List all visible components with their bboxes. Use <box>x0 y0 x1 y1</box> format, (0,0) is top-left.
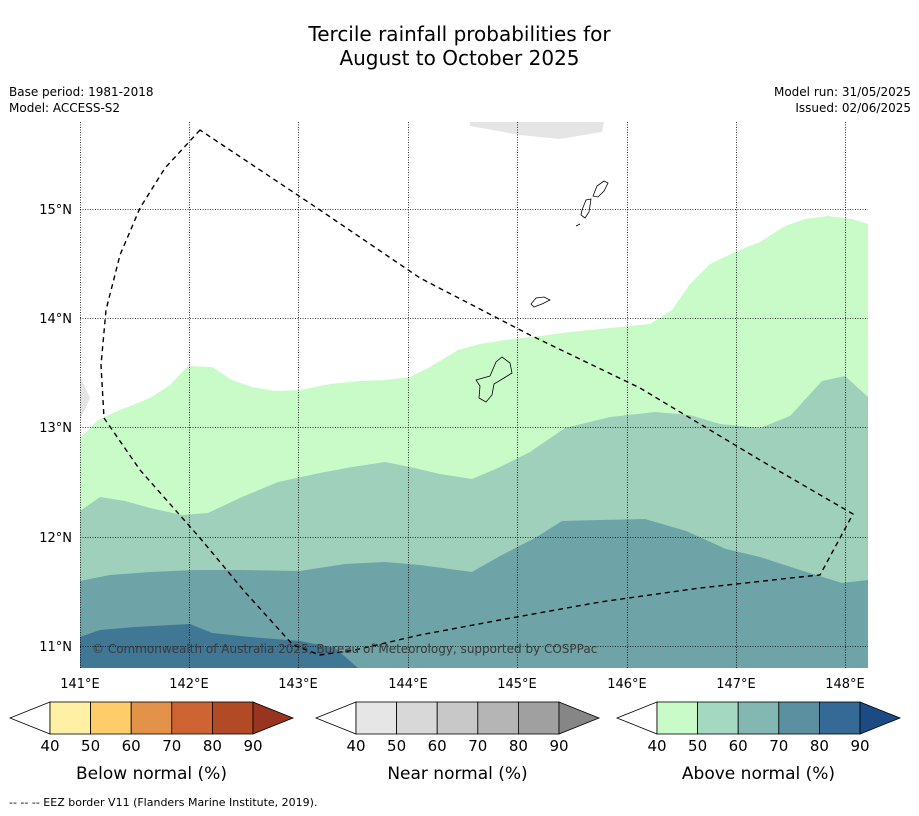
zone-above-80-90 <box>80 624 358 668</box>
colorbar-low-triangle <box>615 701 658 735</box>
lat-label: 12°N <box>39 531 72 546</box>
colorbar-tick: 80 <box>509 737 528 755</box>
colorbar-label: Below normal (%) <box>76 764 227 784</box>
lon-label: 148°E <box>825 677 865 692</box>
meta-left: Base period: 1981-2018 Model: ACCESS-S2 <box>9 84 154 116</box>
colorbar-tick: 70 <box>162 737 181 755</box>
colorbar-tick: 50 <box>387 737 406 755</box>
colorbar-segment <box>819 701 861 735</box>
colorbar: 40 50 60 70 80 90 Below normal (%) <box>8 701 295 784</box>
gridlines <box>80 122 868 668</box>
colorbar-segment <box>130 701 173 735</box>
colorbar-tick: 40 <box>40 737 59 755</box>
colorbar-tick: 70 <box>468 737 487 755</box>
colorbar-tick: 60 <box>428 737 447 755</box>
latitude-labels: 15°N 14°N 13°N 12°N 11°N <box>39 203 72 655</box>
colorbar-label: Near normal (%) <box>387 764 527 784</box>
base-period: Base period: 1981-2018 <box>9 85 154 99</box>
island-aguijan <box>575 223 581 227</box>
colorbar-high-triangle <box>252 701 295 735</box>
no-data-patch-west <box>80 376 90 420</box>
colorbar-tick: 50 <box>81 737 100 755</box>
zone-above-70-80 <box>80 519 868 668</box>
colorbar: 40 50 60 70 80 90 Above normal (%) <box>615 701 902 784</box>
colorbar-segment <box>211 701 254 735</box>
meta-right: Model run: 31/05/2025 Issued: 02/06/2025 <box>774 84 911 116</box>
island-outlines <box>475 180 609 403</box>
colorbar-legends: 40 50 60 70 80 90 Below normal (%) 40 50 60 70 80 90… <box>8 701 902 784</box>
title-line-1: Tercile rainfall probabilities for <box>308 22 611 46</box>
no-data-patch-north <box>470 122 604 139</box>
colorbar-segment <box>355 701 397 735</box>
colorbar-segment <box>436 701 479 735</box>
lon-label: 145°E <box>497 677 537 692</box>
island-guam <box>475 356 513 403</box>
colorbar-tick: 40 <box>346 737 365 755</box>
island-rota <box>530 296 551 308</box>
lon-label: 142°E <box>169 677 209 692</box>
map-area <box>80 122 868 668</box>
colorbar-tick: 80 <box>203 737 222 755</box>
colorbar-tick: 50 <box>688 737 707 755</box>
colorbar-tick: 90 <box>549 737 568 755</box>
colorbar-segment <box>396 701 438 735</box>
eez-footnote: -- -- -- EEZ border V11 (Flanders Marine… <box>9 796 318 809</box>
lon-label: 147°E <box>716 677 756 692</box>
colorbar-segment <box>697 701 739 735</box>
lon-label: 143°E <box>278 677 318 692</box>
colorbar-segment <box>49 701 91 735</box>
colorbar-segment <box>90 701 132 735</box>
colorbar-high-triangle <box>558 701 601 735</box>
colorbar-tick: 90 <box>243 737 262 755</box>
colorbar-tick: 60 <box>122 737 141 755</box>
colorbar-segment <box>477 701 519 735</box>
colorbar-low-triangle <box>314 701 357 735</box>
colorbar-high-triangle <box>859 701 902 735</box>
model-name: Model: ACCESS-S2 <box>9 101 121 115</box>
lon-label: 141°E <box>60 677 100 692</box>
colorbar-tick: 70 <box>769 737 788 755</box>
lon-label: 146°E <box>607 677 647 692</box>
issued-date: Issued: 02/06/2025 <box>795 101 911 115</box>
colorbar-segment <box>778 701 820 735</box>
colorbar-tick: 40 <box>647 737 666 755</box>
lat-label: 14°N <box>39 312 72 327</box>
colorbar-tick: 60 <box>729 737 748 755</box>
island-tinian <box>580 198 592 219</box>
colorbar-segment <box>737 701 780 735</box>
island-saipan <box>592 180 609 198</box>
lat-label: 13°N <box>39 421 72 436</box>
map-title: Tercile rainfall probabilities for Augus… <box>0 22 919 70</box>
colorbar-label: Above normal (%) <box>682 764 835 784</box>
colorbar-segment <box>171 701 213 735</box>
colorbar-tick: 80 <box>810 737 829 755</box>
lon-label: 144°E <box>388 677 428 692</box>
colorbar-segment <box>518 701 560 735</box>
lat-label: 11°N <box>39 640 72 655</box>
longitude-labels: 141°E 142°E 143°E 144°E 145°E 146°E 147°E 148°E <box>60 677 865 692</box>
model-run: Model run: 31/05/2025 <box>773 85 911 99</box>
copyright-text: © Commonwealth of Australia 2025, Bureau… <box>92 642 597 656</box>
title-line-2: August to October 2025 <box>339 46 580 70</box>
colorbar-low-triangle <box>8 701 51 735</box>
lat-label: 15°N <box>39 203 72 218</box>
colorbar: 40 50 60 70 80 90 Near normal (%) <box>314 701 601 784</box>
colorbar-segment <box>656 701 698 735</box>
colorbar-tick: 90 <box>850 737 869 755</box>
